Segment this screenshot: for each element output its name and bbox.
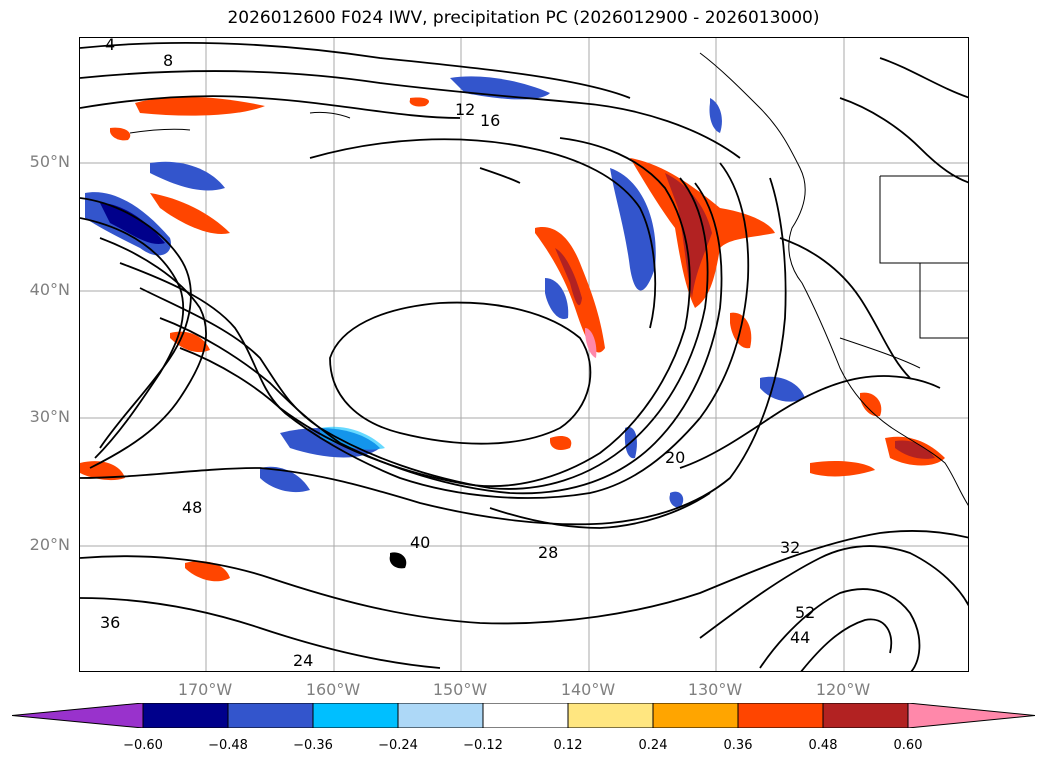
lat-label-40n: 40°N	[29, 280, 70, 299]
colorbar-tick-3: −0.24	[378, 738, 418, 753]
contour-label-24: 24	[293, 651, 313, 670]
contour-label-4: 4	[105, 38, 115, 54]
contour-label-32: 32	[780, 538, 800, 557]
colorbar-cell-1	[143, 703, 228, 728]
lon-label-120w: 120°W	[815, 680, 871, 699]
lon-label-130w: 130°W	[687, 680, 743, 699]
lon-label-170w: 170°W	[177, 680, 233, 699]
coastline	[129, 52, 968, 506]
colorbar-cell-8	[738, 703, 823, 728]
map-panel: 4 8 12 16 20 24 28 32 36 40 44 48 52	[79, 37, 969, 672]
colorbar-tick-4: −0.12	[463, 738, 503, 753]
colorbar	[12, 703, 1035, 728]
lon-label-150w: 150°W	[432, 680, 488, 699]
colorbar-cell-2	[228, 703, 313, 728]
contour-label-40: 40	[410, 533, 430, 552]
map-title: 2026012600 F024 IWV, precipitation PC (2…	[227, 8, 820, 28]
colorbar-cell-0	[12, 703, 143, 728]
contour-label-28: 28	[538, 543, 558, 562]
colorbar-tick-6: 0.24	[638, 738, 668, 753]
contour-label-8: 8	[163, 51, 173, 70]
colorbar-cell-9	[823, 703, 908, 728]
contour-label-16: 16	[480, 111, 500, 130]
iwv-contours	[80, 41, 968, 671]
colorbar-cell-7	[653, 703, 738, 728]
lon-label-160w: 160°W	[305, 680, 361, 699]
contour-label-36: 36	[100, 613, 120, 632]
contour-label-44: 44	[790, 628, 810, 647]
contour-label-layer: 4 8 12 16 20 24 28 32 36 40 44 48 52	[100, 38, 815, 670]
lon-label-140w: 140°W	[560, 680, 616, 699]
colorbar-tick-9: 0.60	[893, 738, 923, 753]
colorbar-tick-8: 0.48	[808, 738, 838, 753]
colorbar-cell-6	[568, 703, 653, 728]
precip-negative-areas	[85, 76, 805, 569]
colorbar-cell-10	[908, 703, 1035, 728]
contour-label-20: 20	[665, 448, 685, 467]
colorbar-cell-5	[483, 703, 568, 728]
colorbar-tick-5: 0.12	[553, 738, 583, 753]
gridlines	[80, 38, 968, 671]
colorbar-cell-3	[313, 703, 398, 728]
colorbar-tick-7: 0.36	[723, 738, 753, 753]
lat-label-20n: 20°N	[29, 535, 70, 554]
lat-label-50n: 50°N	[29, 152, 70, 171]
contour-label-12: 12	[455, 100, 475, 119]
colorbar-cell-4	[398, 703, 483, 728]
contour-label-48: 48	[182, 498, 202, 517]
colorbar-tick-0: −0.60	[123, 738, 163, 753]
colorbar-tick-1: −0.48	[208, 738, 248, 753]
colorbar-tick-2: −0.36	[293, 738, 333, 753]
map-canvas: 4 8 12 16 20 24 28 32 36 40 44 48 52	[80, 38, 968, 671]
contour-label-52: 52	[795, 603, 815, 622]
precip-positive-areas	[80, 96, 945, 582]
lat-label-30n: 30°N	[29, 407, 70, 426]
